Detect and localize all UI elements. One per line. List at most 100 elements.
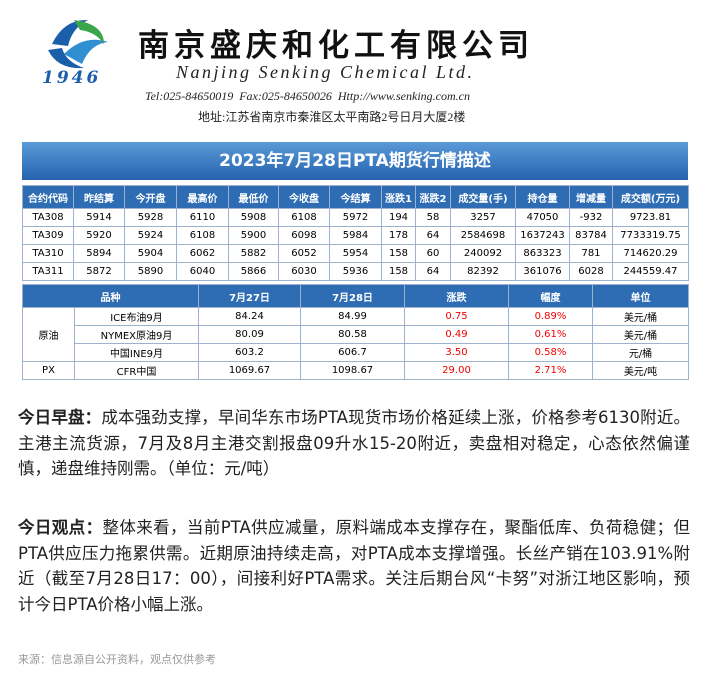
contact: Tel:025-84650019 Fax:025-84650026 Http:/… [145,89,470,103]
cell: 244559.47 [612,262,689,281]
cell: 中国INE9月 [74,343,199,362]
cell: 47050 [515,208,570,227]
logo-swoosh [52,19,88,46]
company-cn: 南京盛庆和化工有限公司 [138,28,534,64]
row: TA311 5872 5890 6040 5866 6030 5936 158 64 82392 3… [22,262,689,281]
column-header: 涨跌2 [415,185,451,209]
cell: 6062 [176,244,229,263]
cell: 714620.29 [612,244,689,263]
cell: 158 [381,244,416,263]
cell: 5914 [73,208,125,227]
cell: 美元/桶 [592,307,689,326]
cell: 5908 [228,208,279,227]
group-cell: 原油 [22,307,75,362]
cell: 606.7 [300,343,405,362]
row: TA309 5920 5924 6108 5900 6098 5984 178 64 258469… [22,226,689,245]
cell: 5920 [73,226,125,245]
column-header: 品种 [22,284,199,308]
cell: 83784 [569,226,613,245]
header-row: 品种 7月27日 7月28日 涨跌 幅度 单位 [22,284,689,308]
column-header: 7月27日 [198,284,301,308]
cell: -932 [569,208,613,227]
cell: 240092 [450,244,516,263]
cell: 5866 [228,262,279,281]
cell: 5894 [73,244,125,263]
cell: 美元/桶 [592,325,689,344]
title-banner: 2023年7月28日PTA期货行情描述 [22,142,688,180]
column-header: 最高价 [176,185,229,209]
column-header: 昨结算 [73,185,125,209]
column-header: 成交量(手) [450,185,516,209]
cell: 158 [381,262,416,281]
cell: 6110 [176,208,229,227]
column-header: 今开盘 [124,185,177,209]
row: PX CFR中国 1069.67 1098.67 29.00 2.71% 美元/吨 [22,361,689,380]
cell: 1069.67 [198,361,301,380]
paragraph: 今日观点：整体来看，当前PTA供应减量，原料端成本支撑存在，聚酯低库、负荷稳健；… [18,515,690,617]
raw-table: 品种 7月27日 7月28日 涨跌 幅度 单位 原油 ICE布油9月 84.24 84.99 0.7… [22,284,689,380]
footer: 来源：信息源自公开资料，观点仅供参考 [18,653,216,666]
cell: 6108 [176,226,229,245]
cell: 1637243 [515,226,570,245]
column-header: 7月28日 [300,284,405,308]
cell: ICE布油9月 [74,307,199,326]
logo [48,19,108,69]
column-header: 今收盘 [278,185,330,209]
column-header: 今结算 [329,185,382,209]
cell: 84.24 [198,307,301,326]
logo-year: 1946 [42,68,102,88]
cell: 0.58% [508,343,593,362]
cell: 2.71% [508,361,593,380]
cell: NYMEX原油9月 [74,325,199,344]
cell: TA309 [22,226,74,245]
cell: 5972 [329,208,382,227]
column-header: 涨跌 [404,284,509,308]
row: NYMEX原油9月 80.09 80.58 0.49 0.61% 美元/桶 [23,325,689,344]
column-header: 涨跌1 [381,185,416,209]
cell: 0.89% [508,307,593,326]
cell: TA311 [22,262,74,281]
futures-table: 合约代码 昨结算 今开盘 最高价 最低价 今收盘 今结算 涨跌1 涨跌2 成交量(手) 持仓量 增减量… [22,185,689,281]
cell: 0.61% [508,325,593,344]
cell: 3.50 [404,343,509,362]
cell: 6098 [278,226,330,245]
cell: 82392 [450,262,516,281]
cell: 60 [415,244,451,263]
column-header: 单位 [592,284,689,308]
column-header: 增减量 [569,185,613,209]
cell: 6052 [278,244,330,263]
logo-swoosh [74,20,104,44]
row: TA310 5894 5904 6062 5882 6052 5954 158 60 240092… [22,244,689,263]
cell: 80.09 [198,325,301,344]
column-header: 成交额(万元) [612,185,689,209]
cell: 2584698 [450,226,516,245]
column-header: 合约代码 [22,185,74,209]
row: 中国INE9月 603.2 606.7 3.50 0.58% 元/桶 [23,343,689,362]
cell: 64 [415,226,451,245]
cell: 64 [415,262,451,281]
cell: 5924 [124,226,177,245]
cell: 194 [381,208,416,227]
cell: 361076 [515,262,570,281]
cell: 6028 [569,262,613,281]
cell: 元/桶 [592,343,689,362]
address: 地址:江苏省南京市秦淮区太平南路2号日月大厦2楼 [198,110,466,124]
paragraph-text: 成本强劲支撑，早间华东市场PTA现货市场价格延续上涨，价格参考6130附近。主港… [18,408,691,478]
cell: 80.58 [300,325,405,344]
paragraph-text: 整体来看，当前PTA供应减量，原料端成本支撑存在，聚酯低库、负荷稳健；但PTA供… [18,518,690,614]
cell: 5984 [329,226,382,245]
header-row: 合约代码 昨结算 今开盘 最高价 最低价 今收盘 今结算 涨跌1 涨跌2 成交量(手) 持仓量 增减量… [22,185,689,209]
group-cell: PX [22,361,75,380]
cell: 7733319.75 [612,226,689,245]
cell: 0.49 [404,325,509,344]
cell: 美元/吨 [592,361,689,380]
cell: 9723.81 [612,208,689,227]
cell: 5890 [124,262,177,281]
cell: 603.2 [198,343,301,362]
column-header: 持仓量 [515,185,570,209]
row: 原油 ICE布油9月 84.24 84.99 0.75 0.89% 美元/桶 [22,307,689,362]
cell: 3257 [450,208,516,227]
cell: 5872 [73,262,125,281]
column-header: 最低价 [228,185,279,209]
